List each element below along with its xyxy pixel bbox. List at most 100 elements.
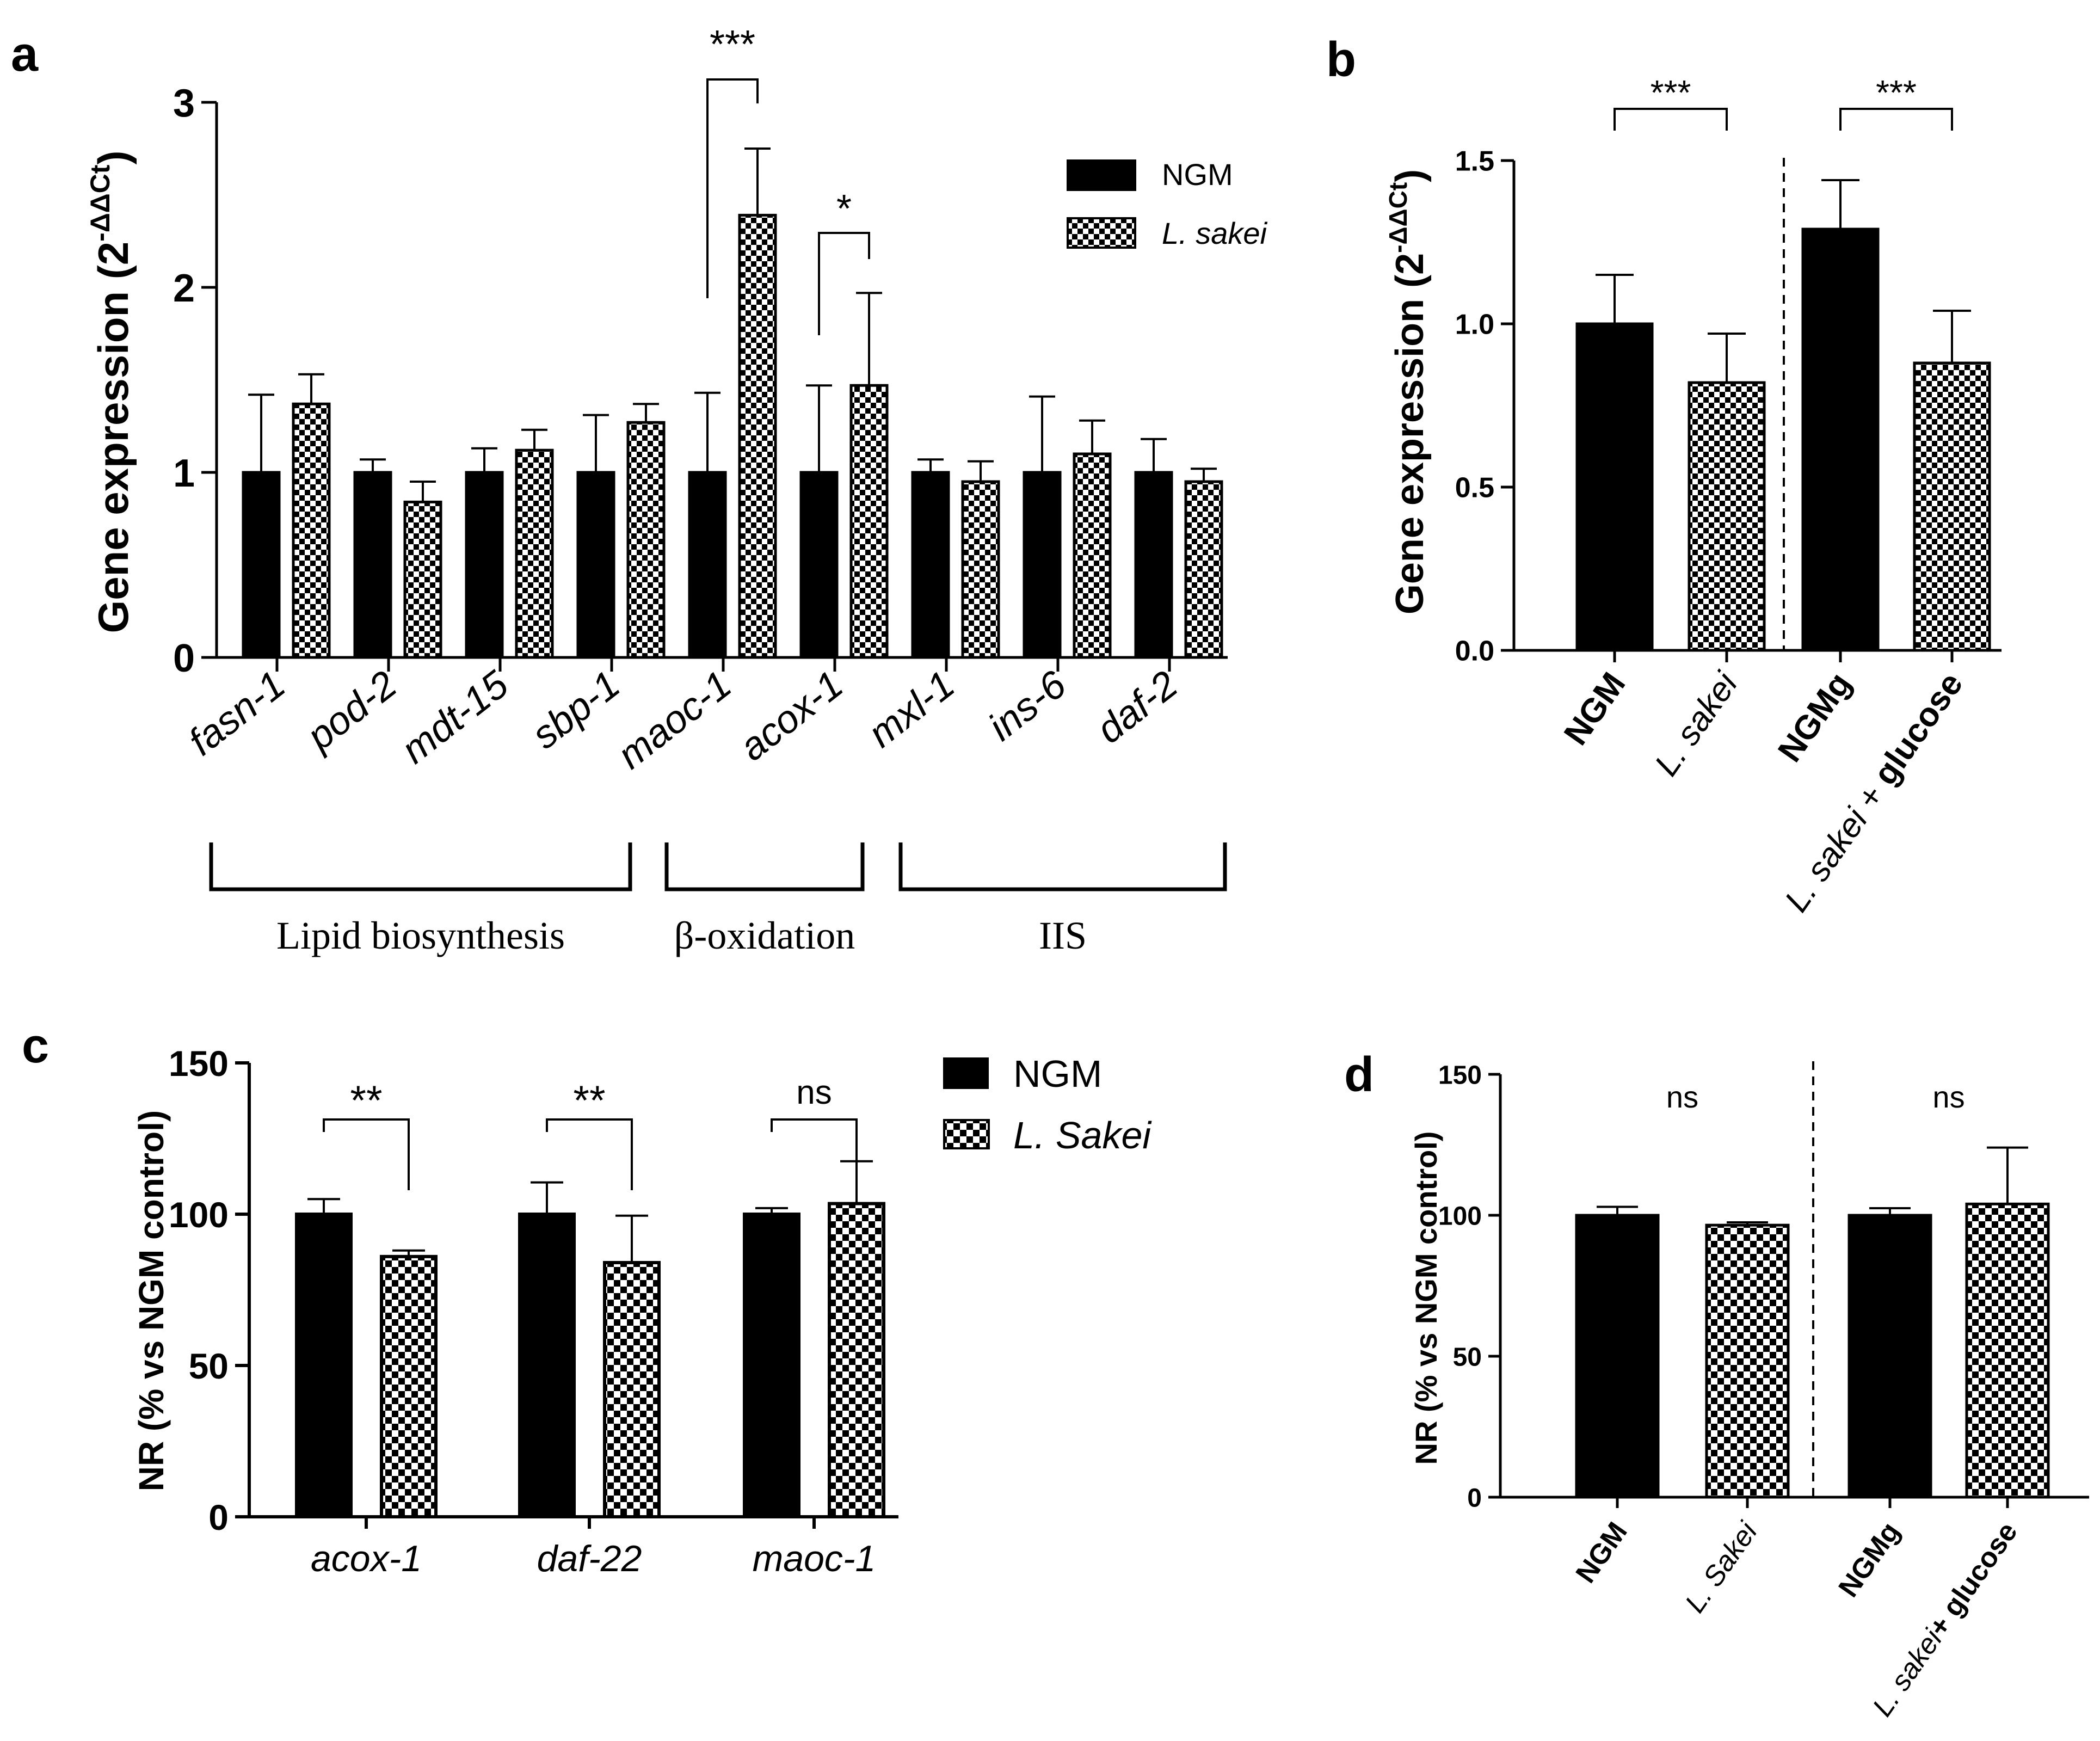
significance-bracket xyxy=(771,1118,858,1190)
x-category-label-part-0: L. Sakei xyxy=(1679,1516,1764,1618)
y-tick-label: 3 xyxy=(173,82,195,125)
bar-ngm xyxy=(295,1213,353,1518)
bar-ngm xyxy=(1847,1214,1932,1499)
bar-lsakei xyxy=(738,213,777,659)
bar-ngm xyxy=(1801,227,1880,652)
bar-lsakei xyxy=(603,1260,661,1518)
bar-lsakei xyxy=(292,402,331,659)
bar-lsakei xyxy=(1184,480,1223,659)
bar-ngm xyxy=(353,471,392,659)
group-bracket xyxy=(898,842,1227,891)
significance-bracket xyxy=(818,232,870,335)
bar-ngm xyxy=(242,471,281,659)
legend-label-lsakei: L. sakei xyxy=(1162,216,1268,250)
bar-ngm xyxy=(576,471,615,659)
x-category-label-part-0: L. sakei xyxy=(1867,1623,1949,1722)
x-category-label: pod-2 xyxy=(298,663,405,760)
x-category-label: ins-6 xyxy=(981,662,1075,749)
bar-lsakei xyxy=(626,421,666,659)
panel-b: b Gene expression (2-ΔΔCt) 0.0 0.5 1.0 1.5 NGM… xyxy=(1326,33,2002,919)
bar-ngm xyxy=(518,1213,576,1518)
significance-label: *** xyxy=(1876,73,1917,112)
bar-ngm xyxy=(1023,471,1062,659)
significance-label: ns xyxy=(1932,1080,1964,1114)
group-bracket xyxy=(664,842,865,891)
x-category-label-part-0: NGMg xyxy=(1771,666,1858,768)
y-tick-label: 0 xyxy=(1467,1484,1482,1512)
panel-c: c NR (% vs NGM control) 0 50 100 150 acox-1 daf… xyxy=(22,1019,1152,1579)
bar-ngm xyxy=(911,471,950,659)
significance-bracket xyxy=(1839,108,1953,131)
y-tick-label: 1.0 xyxy=(1455,309,1494,341)
x-category-label: mxl-1 xyxy=(860,663,963,756)
y-axis-label-main: Gene expression (2 xyxy=(1388,253,1432,614)
y-tick-label: 1 xyxy=(173,452,195,495)
panel-letter-b: b xyxy=(1326,33,1356,87)
significance-label: ** xyxy=(350,1078,382,1124)
y-axis-label: NR (% vs NGM control) xyxy=(132,1110,171,1491)
y-tick-label: 0 xyxy=(208,1497,229,1537)
legend-swatch-lsakei xyxy=(1067,217,1136,249)
bar-ngm xyxy=(1575,1214,1660,1499)
x-category-label-part-0: L. sakei xyxy=(1777,801,1875,918)
bar-ngm xyxy=(799,471,839,659)
significance-label: ** xyxy=(573,1078,605,1124)
bar-ngm xyxy=(1134,471,1173,659)
x-category-label-part-0: NGMg xyxy=(1833,1517,1906,1603)
y-tick-label: 0.5 xyxy=(1455,472,1494,504)
significance-bracket xyxy=(546,1118,633,1190)
x-category-label: maoc-1 xyxy=(609,663,739,778)
y-tick-label: 0 xyxy=(173,637,195,680)
significance-label: *** xyxy=(710,23,755,66)
panel-letter-d: d xyxy=(1344,1048,1374,1102)
bar-lsakei xyxy=(1073,452,1112,659)
bar-ngm xyxy=(743,1213,800,1518)
x-category-label: NGMg xyxy=(1833,1517,1906,1603)
y-tick-label: 2 xyxy=(173,267,195,310)
bar-lsakei xyxy=(849,384,889,659)
legend-swatch-ngm xyxy=(1067,159,1136,191)
bar-ngm xyxy=(1575,322,1654,652)
significance-bracket xyxy=(323,1118,410,1190)
group-label: β-oxidation xyxy=(674,914,855,957)
y-axis-label-close: ) xyxy=(89,151,137,165)
x-category-label-part-0: NGM xyxy=(1557,666,1633,752)
x-category-label: acox-1 xyxy=(311,1538,422,1579)
significance-label: ns xyxy=(796,1074,832,1111)
significance-bracket xyxy=(1614,108,1728,131)
x-category-label: NGMg xyxy=(1771,666,1858,768)
legend-swatch-lsakei xyxy=(943,1119,990,1149)
bar-lsakei xyxy=(1913,361,1991,652)
y-axis-label-close: ) xyxy=(1388,169,1432,182)
panel-a: a Gene expression (2-ΔΔCt) 0 1 2 3 fasn-1 pod-2… xyxy=(11,23,1268,957)
x-category-label: NGM xyxy=(1557,666,1633,752)
y-tick-label: 150 xyxy=(169,1043,229,1084)
y-axis-label-superscript: -ΔΔCt xyxy=(1384,182,1412,253)
x-category-label: acox-1 xyxy=(731,663,851,770)
bar-lsakei xyxy=(961,480,1000,659)
y-tick-label: 50 xyxy=(189,1346,229,1386)
bar-ngm xyxy=(688,471,727,659)
bar-lsakei xyxy=(403,500,442,659)
x-category-label: mdt-15 xyxy=(393,662,517,772)
x-category-label: NGM xyxy=(1570,1517,1634,1589)
panel-d: d NR (% vs NGM control) 0 50 100 150 NGM L. Sak… xyxy=(1344,1048,2089,1722)
bar-lsakei xyxy=(515,448,554,659)
group-bracket xyxy=(209,842,632,891)
y-axis-label-superscript: -ΔΔCt xyxy=(85,164,115,242)
panel-letter-a: a xyxy=(11,27,39,82)
y-axis-label: Gene expression (2-ΔΔCt) xyxy=(1384,169,1432,614)
bar-lsakei xyxy=(1705,1223,1790,1499)
significance-label: ns xyxy=(1666,1080,1698,1114)
y-tick-label: 50 xyxy=(1453,1343,1482,1371)
y-axis-label-main: Gene expression (2 xyxy=(89,242,137,633)
y-tick-label: 100 xyxy=(1438,1202,1482,1231)
significance-label: * xyxy=(836,187,852,231)
significance-label: *** xyxy=(1651,73,1691,112)
legend-swatch-ngm xyxy=(943,1057,989,1089)
y-axis-label: NR (% vs NGM control) xyxy=(1409,1131,1443,1465)
legend-label-ngm: NGM xyxy=(1013,1053,1102,1095)
x-category-label-part-1: + glucose xyxy=(1923,1517,2024,1642)
y-axis-label: Gene expression (2-ΔΔCt) xyxy=(85,151,137,633)
bar-lsakei xyxy=(380,1254,438,1519)
